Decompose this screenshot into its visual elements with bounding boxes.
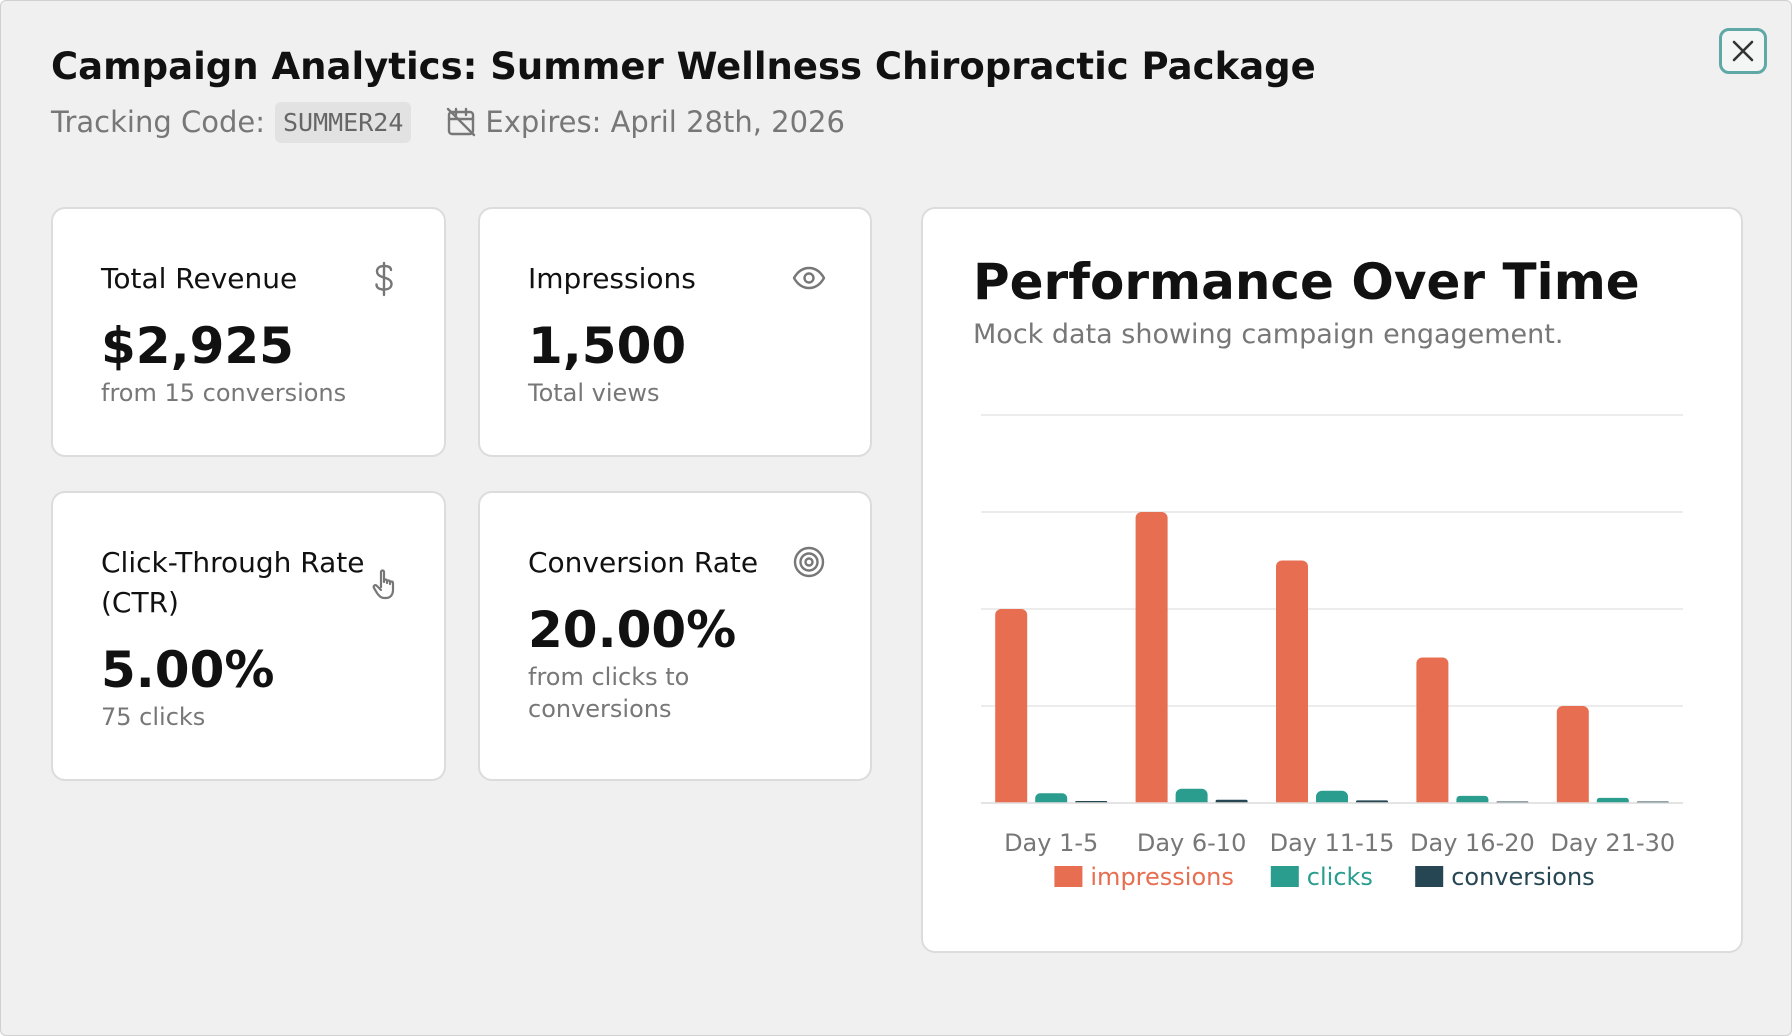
close-icon <box>1732 40 1754 62</box>
bar-clicks <box>1175 788 1208 803</box>
page-title: Campaign Analytics: Summer Wellness Chir… <box>51 45 1316 88</box>
total-revenue-label: Total Revenue <box>101 262 298 295</box>
bar-clicks <box>1316 790 1348 803</box>
conversion-rate-sub: from clicks to conversions <box>528 663 690 723</box>
ctr-card: Click-Through Rate (CTR) 5.00% 75 clicks <box>51 491 446 781</box>
campaign-meta: Tracking Code: SUMMER24 Expires: April 2… <box>51 101 845 143</box>
ctr-label: Click-Through Rate (CTR) <box>101 546 365 619</box>
bar-impressions <box>1276 560 1308 803</box>
legend-label-conversions: conversions <box>1451 863 1595 891</box>
pointer-icon <box>372 569 395 600</box>
tracking-code-label: Tracking Code: <box>51 105 265 139</box>
dollar-icon <box>375 261 393 297</box>
x-tick-label: Day 16-20 <box>1410 829 1535 857</box>
target-icon <box>793 546 825 578</box>
legend-swatch-impressions <box>1054 866 1083 887</box>
legend-swatch-clicks <box>1270 866 1299 887</box>
bar-impressions <box>1416 657 1449 803</box>
bar-conversions <box>1215 799 1248 803</box>
impressions-value: 1,500 <box>528 317 687 375</box>
total-revenue-value: $2,925 <box>101 317 294 375</box>
ctr-value: 5.00% <box>101 641 275 699</box>
bar-clicks <box>1456 795 1489 803</box>
total-revenue-card: Total Revenue $2,925 from 15 conversions <box>51 207 446 457</box>
impressions-label: Impressions <box>528 262 696 295</box>
conversion-rate-label: Conversion Rate <box>528 546 759 579</box>
impressions-sub: Total views <box>528 379 660 407</box>
bar-clicks <box>1035 793 1068 803</box>
total-revenue-sub: from 15 conversions <box>101 379 347 407</box>
legend-label-impressions: impressions <box>1090 863 1233 891</box>
bar-impressions <box>995 609 1028 803</box>
x-tick-label: Day 11-15 <box>1270 829 1395 857</box>
conversion-rate-card: Conversion Rate 20.00% from clicks to co… <box>478 491 872 781</box>
bar-impressions <box>1556 706 1589 803</box>
impressions-card: Impressions 1,500 Total views <box>478 207 872 457</box>
performance-chart-card: Performance Over Time Mock data showing … <box>921 207 1743 953</box>
conversion-rate-value: 20.00% <box>528 601 737 659</box>
x-tick-label: Day 1-5 <box>1004 829 1098 857</box>
bar-impressions <box>1135 512 1168 803</box>
calendar-off-icon <box>447 107 476 137</box>
tracking-code-badge: SUMMER24 <box>274 101 412 143</box>
expiry-date: Expires: April 28th, 2026 <box>485 105 845 139</box>
legend-swatch-conversions <box>1415 866 1444 887</box>
eye-icon <box>792 266 826 290</box>
x-tick-label: Day 6-10 <box>1137 829 1247 857</box>
legend-label-clicks: clicks <box>1307 863 1373 891</box>
ctr-sub: 75 clicks <box>101 703 206 731</box>
performance-bar-chart: Day 1-5 Day 6-10 Day 11-15 Day 16-20 Day 21-… <box>981 414 1683 891</box>
chart-subtitle: Mock data showing campaign engagement. <box>973 319 1564 350</box>
expiry-info: Expires: April 28th, 2026 <box>445 105 845 139</box>
close-button[interactable] <box>1719 28 1767 74</box>
bar-clicks <box>1596 797 1629 803</box>
x-tick-label: Day 21-30 <box>1550 829 1675 857</box>
chart-title: Performance Over Time <box>973 253 1640 311</box>
